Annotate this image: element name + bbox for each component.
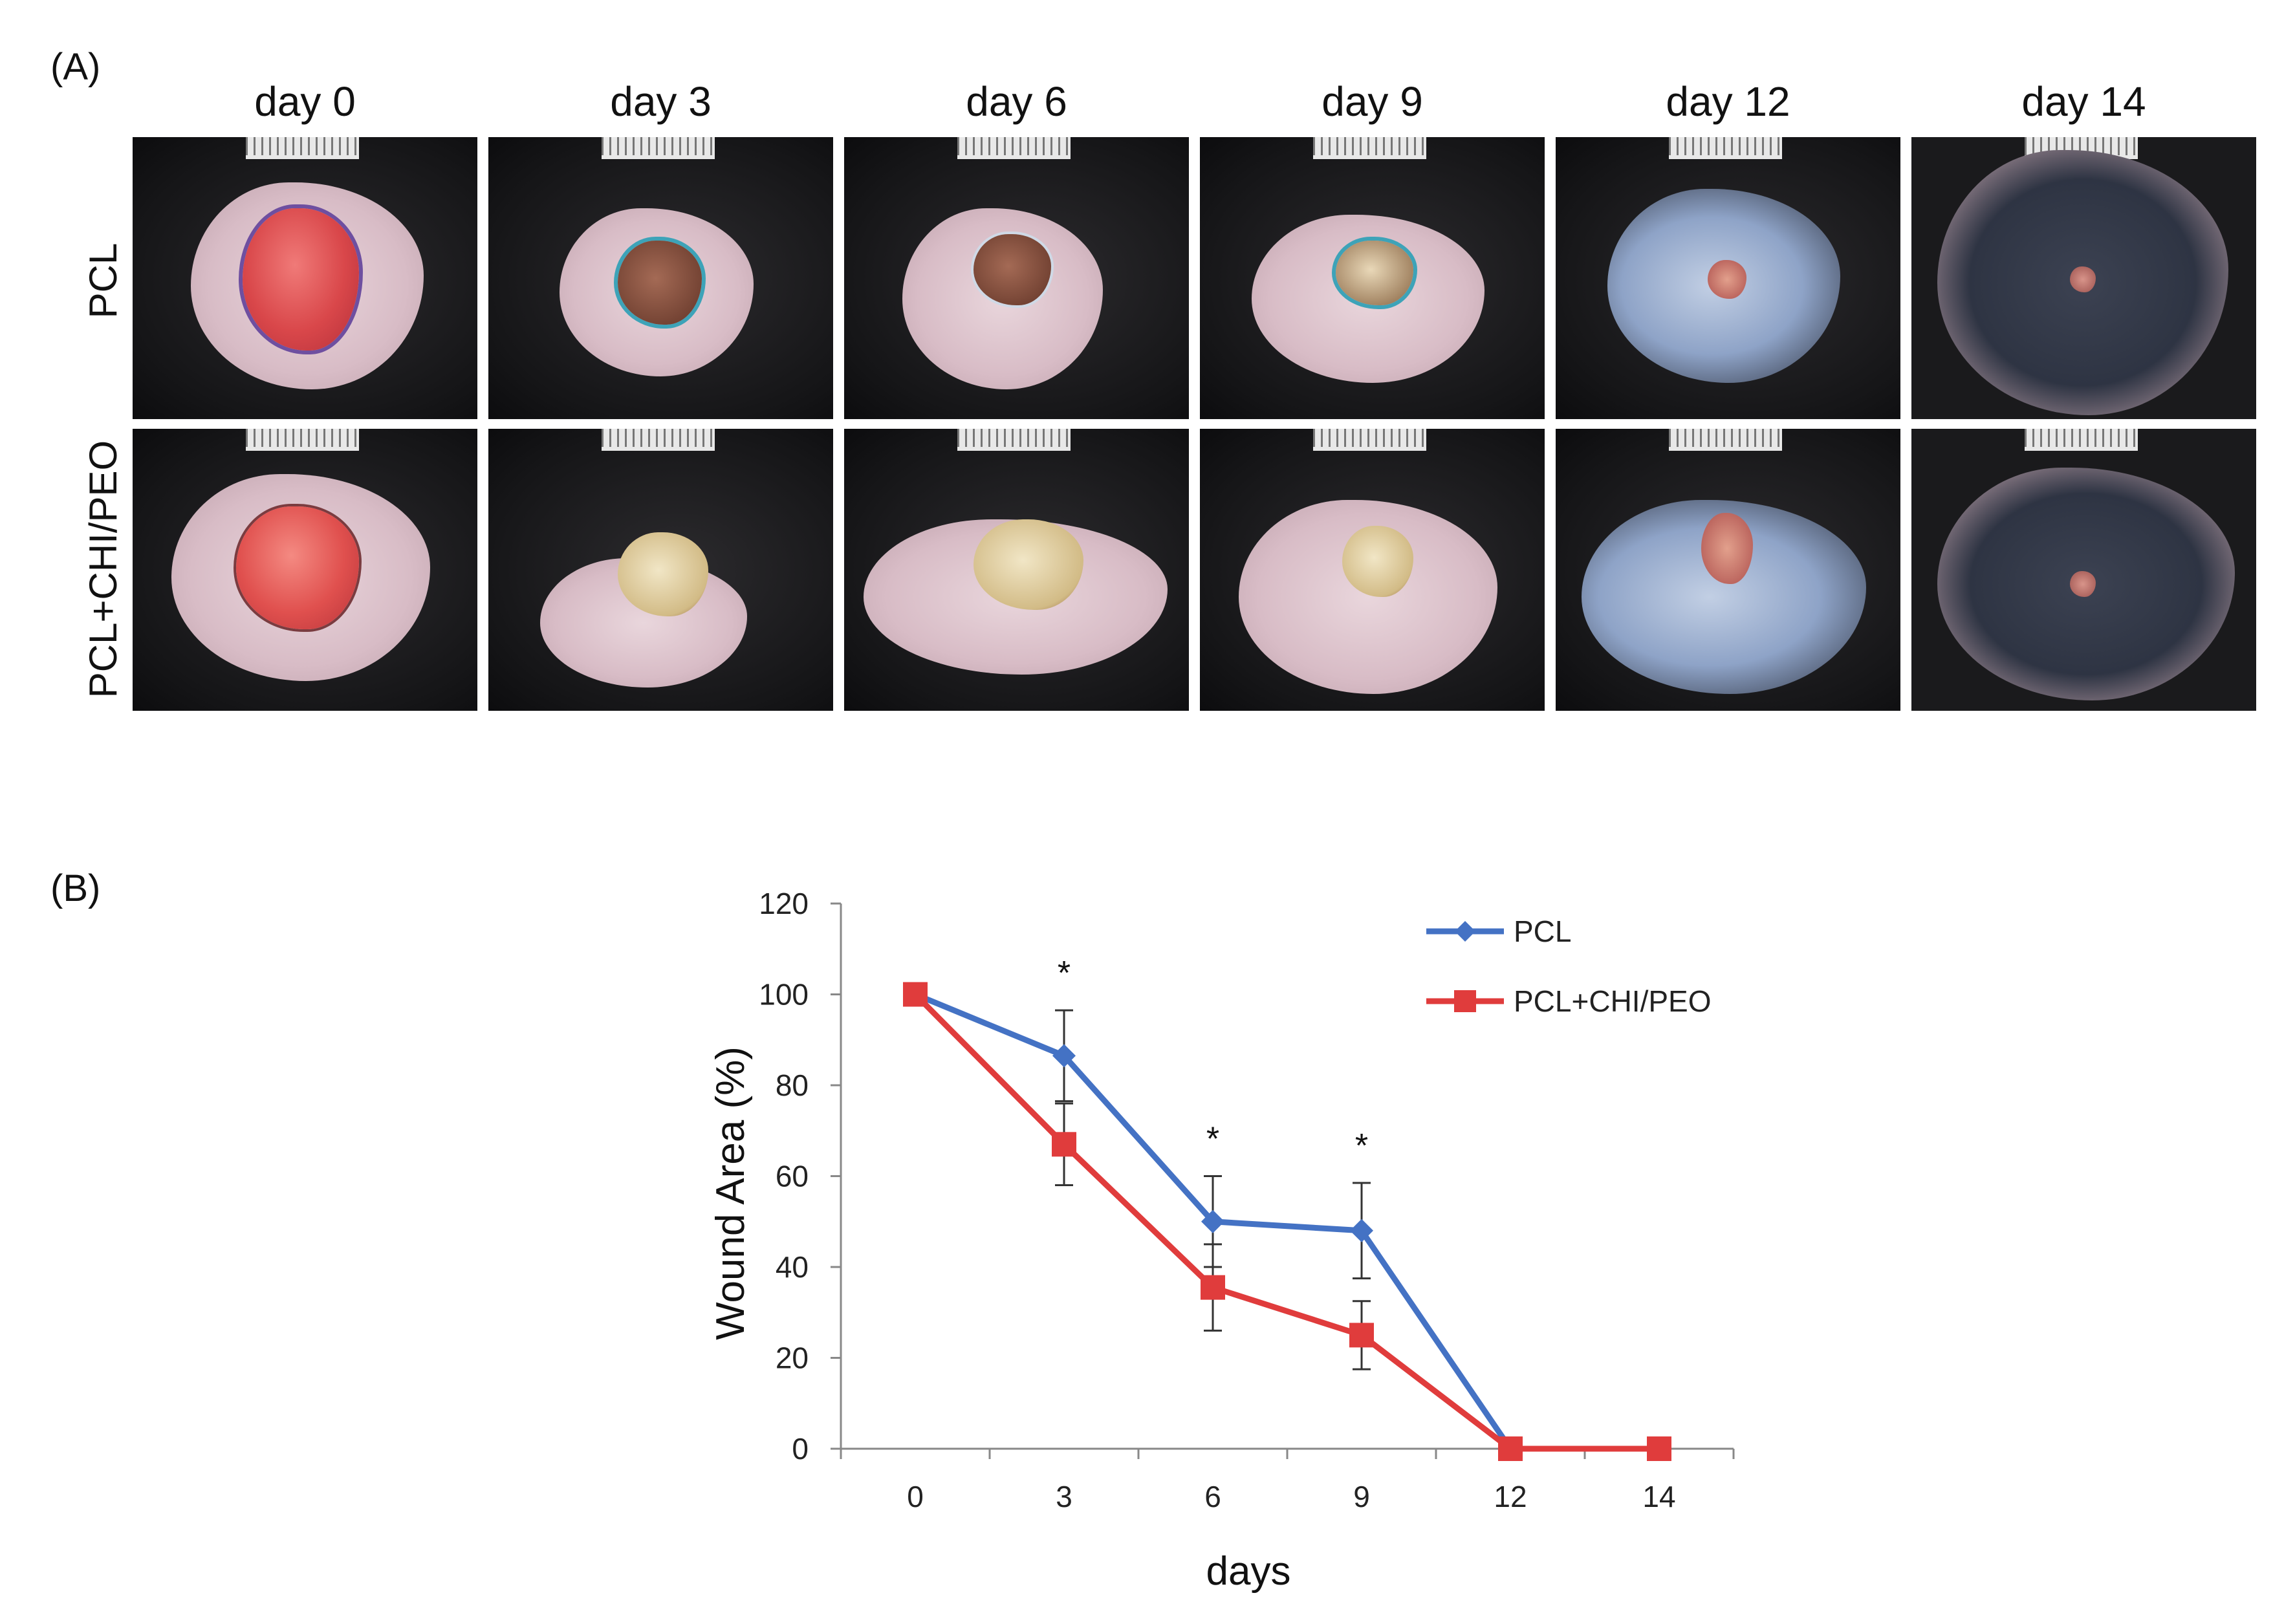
legend-marker <box>1454 990 1476 1012</box>
significance-star: * <box>1206 1121 1219 1158</box>
data-point <box>903 982 928 1007</box>
scale-ruler <box>957 137 1071 159</box>
scale-ruler <box>1313 137 1426 159</box>
x-ticks: 0 3 6 9 12 14 <box>840 1449 1735 1513</box>
y-ticks: 0 20 40 60 80 100 120 <box>759 887 841 1466</box>
legend-item: PCL <box>1426 915 1571 948</box>
scale-ruler <box>1669 137 1782 159</box>
photo-pcl-chi-peo-day-14 <box>1911 429 2256 711</box>
scale-ruler <box>957 429 1071 451</box>
photo-pcl-day-0 <box>133 137 477 419</box>
photo-pcl-chi-peo-day-6 <box>844 429 1189 711</box>
panel-a-label: (A) <box>50 46 101 88</box>
legend-item: PCL+CHI/PEO <box>1426 984 1712 1018</box>
scale-ruler <box>2025 429 2138 451</box>
data-point <box>1647 1436 1671 1461</box>
x-tick-label: 14 <box>1642 1480 1675 1513</box>
series-line <box>913 992 1659 1452</box>
y-axis-label: Wound Area (%) <box>708 1046 753 1340</box>
scale-ruler <box>246 137 359 159</box>
x-tick-label: 9 <box>1353 1480 1370 1513</box>
data-point <box>1052 1044 1076 1068</box>
x-tick-label: 6 <box>1204 1480 1221 1513</box>
y-tick-label: 120 <box>759 887 809 920</box>
y-tick-label: 100 <box>759 978 809 1012</box>
column-label-day-6: day 6 <box>966 78 1067 125</box>
photo-pcl-chi-peo-day-0 <box>133 429 477 711</box>
significance-star: * <box>1355 1127 1368 1165</box>
chart-legend: PCL PCL+CHI/PEO <box>1426 915 1712 1018</box>
data-point <box>1201 1275 1225 1300</box>
x-tick-label: 3 <box>1056 1480 1072 1513</box>
data-point <box>1350 1218 1373 1242</box>
significance-star: * <box>1058 955 1071 992</box>
photo-pcl-day-9 <box>1200 137 1545 419</box>
scale-ruler <box>1313 429 1426 451</box>
significance-markers: * * * <box>1058 955 1368 1165</box>
column-label-day-9: day 9 <box>1322 78 1423 125</box>
data-point <box>1498 1436 1523 1461</box>
photo-pcl-day-12 <box>1556 137 1900 419</box>
scale-ruler <box>602 137 715 159</box>
series-pcl-chi-peo <box>903 982 1671 1461</box>
series-line <box>914 991 1659 1452</box>
legend-marker <box>1455 921 1475 942</box>
data-point <box>1349 1323 1374 1348</box>
photo-pcl-chi-peo-day-12 <box>1556 429 1900 711</box>
data-point <box>1052 1132 1076 1157</box>
column-label-day-14: day 14 <box>2021 78 2146 125</box>
y-tick-label: 20 <box>776 1341 809 1375</box>
legend-label: PCL+CHI/PEO <box>1514 984 1712 1018</box>
photo-pcl-day-6 <box>844 137 1189 419</box>
photo-pcl-day-3 <box>488 137 833 419</box>
x-tick-label: 12 <box>1494 1480 1527 1513</box>
legend-label: PCL <box>1514 915 1571 948</box>
scale-ruler <box>602 429 715 451</box>
x-tick-label: 0 <box>907 1480 924 1513</box>
y-tick-label: 40 <box>776 1250 809 1284</box>
photo-pcl-chi-peo-day-3 <box>488 429 833 711</box>
x-axis-label: days <box>1206 1549 1291 1594</box>
panel-b-label: (B) <box>50 867 101 909</box>
y-tick-label: 60 <box>776 1160 809 1193</box>
scale-ruler <box>1669 429 1782 451</box>
column-label-day-3: day 3 <box>610 78 712 125</box>
photo-pcl-chi-peo-day-9 <box>1200 429 1545 711</box>
column-label-day-12: day 12 <box>1666 78 1790 125</box>
photo-pcl-day-14 <box>1911 137 2256 419</box>
series-layer <box>903 982 1671 1461</box>
data-point <box>1201 1209 1224 1233</box>
series-pcl <box>904 982 1671 1460</box>
y-tick-label: 0 <box>792 1432 809 1466</box>
y-tick-label: 80 <box>776 1068 809 1102</box>
column-label-day-0: day 0 <box>254 78 356 125</box>
scale-ruler <box>246 429 359 451</box>
